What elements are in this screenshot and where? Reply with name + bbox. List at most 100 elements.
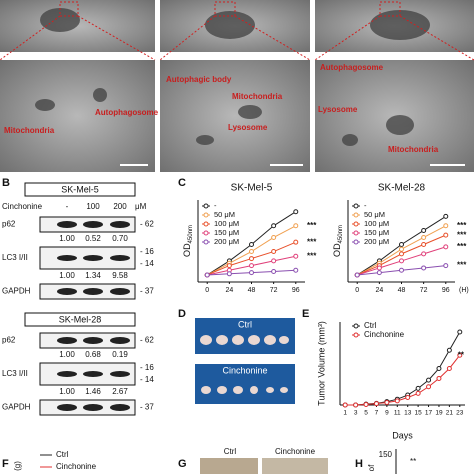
em-label: Autophagosome	[320, 63, 384, 72]
legend-label: 100 μM	[214, 219, 239, 228]
legend-marker	[353, 203, 359, 209]
cell-line: SK-Mel-5	[61, 184, 99, 194]
legend-label: Cinchonine	[364, 330, 405, 339]
legend-marker	[353, 323, 359, 329]
point	[271, 249, 277, 255]
x-tick-label: 11	[394, 410, 401, 417]
panel-label: D	[178, 308, 186, 320]
point	[293, 253, 299, 259]
unit: μM	[135, 202, 147, 211]
significance: ***	[307, 251, 317, 260]
band	[83, 255, 103, 261]
point	[443, 244, 449, 250]
point	[226, 263, 232, 269]
quantification: 0.19	[112, 350, 128, 359]
x-tick-label: 72	[270, 287, 278, 294]
band	[110, 288, 130, 295]
band	[57, 404, 77, 411]
y-label: OD450nm	[332, 225, 343, 257]
x-tick-label: 3	[354, 410, 358, 417]
tumors	[200, 335, 289, 394]
legend-marker	[203, 239, 209, 245]
point	[293, 223, 299, 229]
significance: ***	[457, 242, 467, 251]
panel-label: C	[178, 177, 186, 189]
cell-line-box	[24, 312, 136, 327]
legend-marker	[203, 230, 209, 236]
legend-marker	[353, 230, 359, 236]
band	[83, 371, 103, 377]
x-tick-label: 9	[385, 410, 389, 417]
y-tick-label: 150	[379, 450, 393, 459]
point	[249, 242, 254, 248]
quantification: 0.68	[85, 350, 101, 359]
em-label: Mitochondria	[232, 92, 283, 101]
significance: ***	[307, 221, 317, 230]
point	[293, 209, 299, 215]
quantification: 1.00	[59, 271, 75, 280]
x-tick-label: 96	[442, 287, 450, 294]
point	[249, 249, 254, 255]
point	[426, 384, 432, 390]
point	[443, 223, 449, 229]
y-label: (g)	[13, 461, 22, 471]
quantification: 1.00	[59, 387, 75, 396]
photo	[195, 364, 295, 404]
legend-label: Cinchonine	[56, 462, 97, 471]
group-label: Ctrl	[224, 447, 237, 456]
point	[204, 272, 210, 278]
legend-marker	[353, 239, 359, 245]
annotation: **	[410, 457, 416, 466]
point	[421, 227, 427, 233]
ihc-image	[200, 458, 258, 474]
organelles	[35, 8, 430, 146]
point	[373, 401, 379, 407]
point	[249, 256, 254, 262]
x-tick-label: 15	[415, 410, 423, 417]
band	[57, 221, 77, 228]
quantification: 0.52	[85, 234, 101, 243]
panel-label: F	[2, 458, 9, 470]
point	[399, 251, 404, 257]
x-tick-label: 1	[343, 410, 347, 417]
point	[399, 246, 404, 252]
point	[363, 402, 369, 408]
point	[342, 402, 348, 408]
mw-marker: - 14	[140, 375, 154, 384]
legend-marker	[203, 203, 209, 209]
legend-label: 100 μM	[364, 219, 389, 228]
x-tick-label: 96	[292, 287, 300, 294]
legend-label: 50 μM	[364, 210, 385, 219]
point	[293, 239, 299, 245]
legend-label: -	[214, 201, 217, 210]
em-label: Lysosome	[318, 105, 358, 114]
band	[110, 371, 130, 377]
panel-d: Ctrl Cinchonine	[195, 318, 295, 404]
x-tick-label: 7	[375, 410, 379, 417]
protein: LC3 I/II	[2, 369, 28, 378]
quantification: 2.67	[112, 387, 128, 396]
x-tick-label: 19	[435, 410, 443, 417]
point	[457, 329, 463, 335]
point	[415, 385, 421, 391]
significance: ***	[457, 221, 467, 230]
point	[443, 213, 449, 219]
x-tick-label: 0	[205, 287, 209, 294]
panel-g: Ctrl Cinchonine	[200, 447, 328, 474]
x-tick-label: 0	[355, 287, 359, 294]
legend-label: Ctrl	[364, 321, 377, 330]
point	[421, 265, 427, 271]
x-tick-label: 17	[425, 410, 433, 417]
group-label: Ctrl	[238, 319, 252, 329]
treatment: Cinchonine	[2, 202, 43, 211]
point	[421, 242, 427, 248]
band	[110, 255, 130, 261]
point	[399, 267, 404, 273]
point	[293, 267, 299, 273]
legend-marker	[203, 212, 209, 218]
chart-title: SK-Mel-28	[378, 183, 426, 194]
panel-label: H	[355, 458, 363, 470]
legend-label: 50 μM	[214, 210, 235, 219]
mw-marker: - 62	[140, 220, 154, 229]
